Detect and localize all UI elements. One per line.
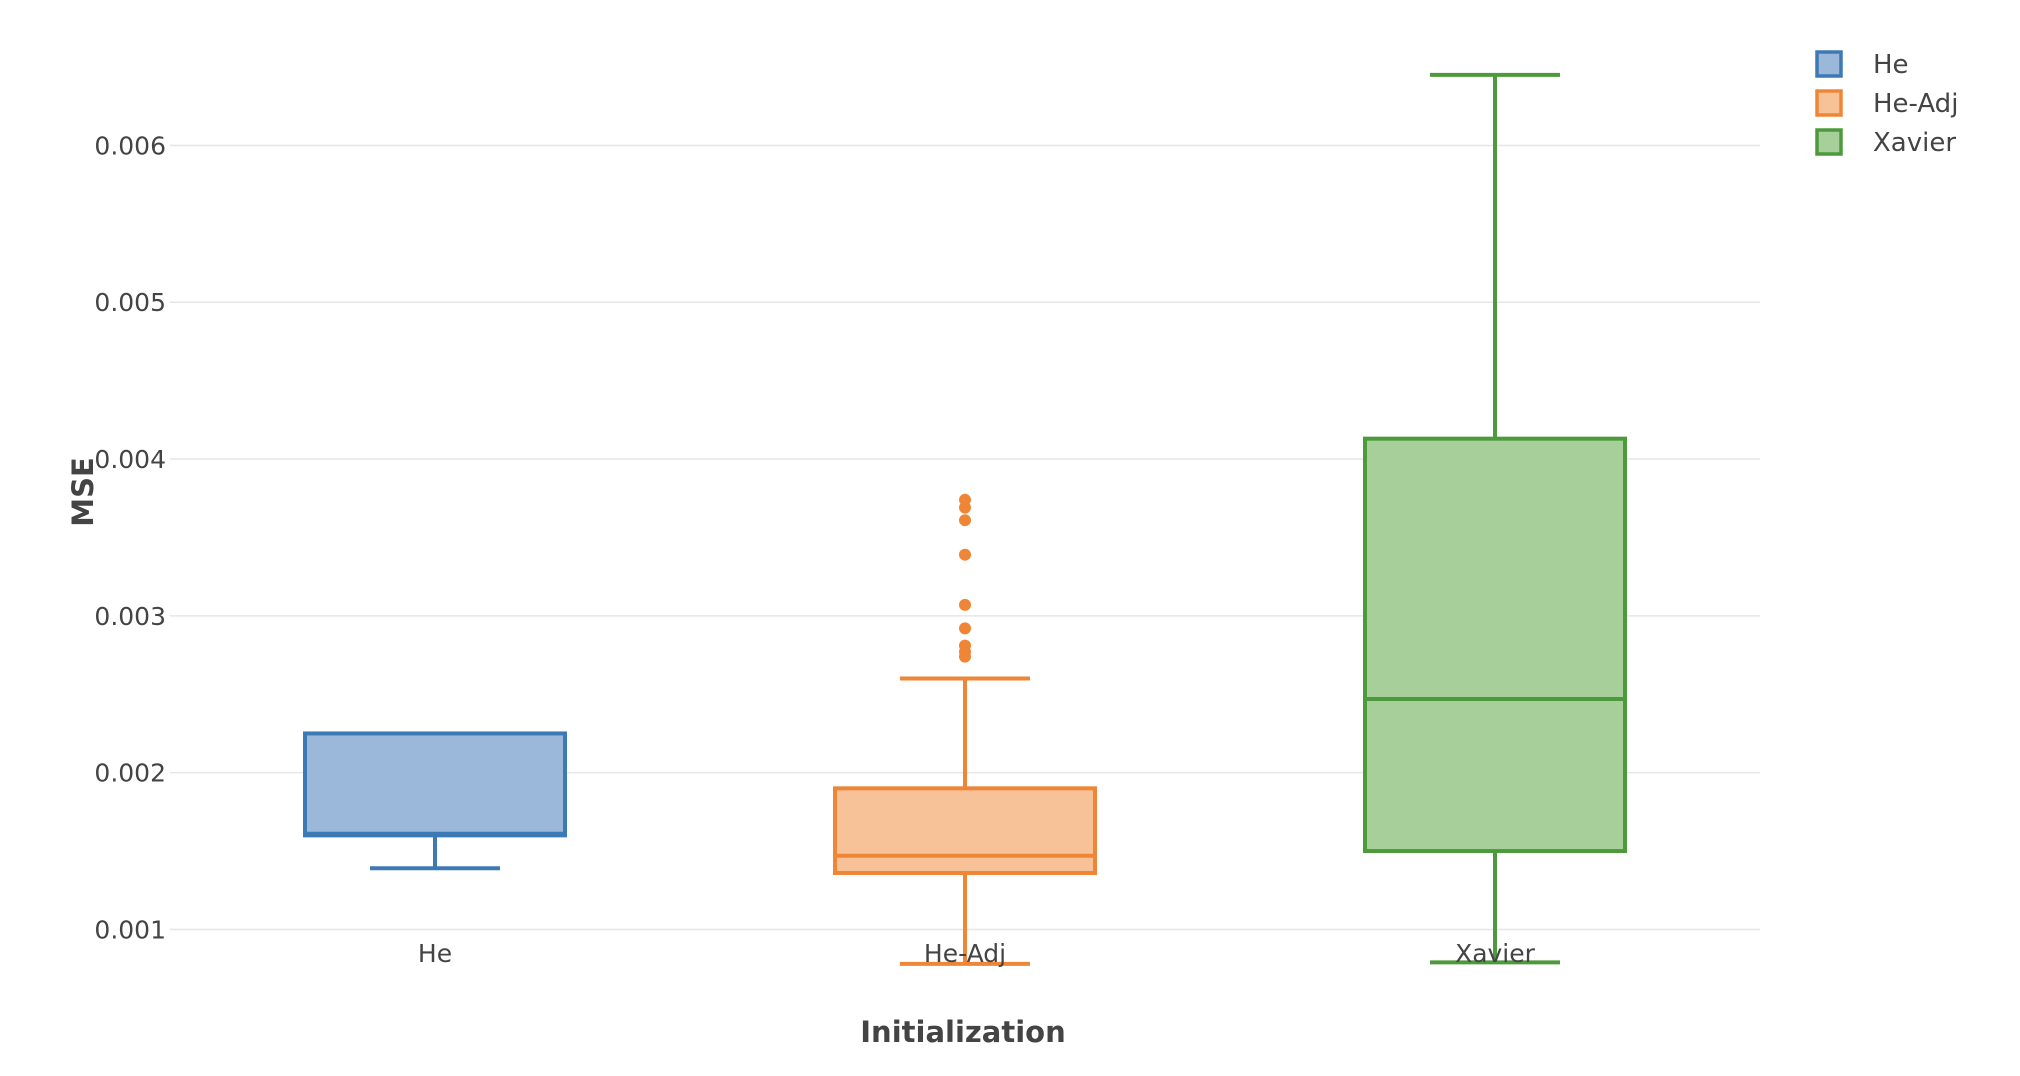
legend-swatch — [1815, 128, 1843, 156]
y-tick-label: 0.003 — [94, 602, 166, 631]
outlier-point — [959, 548, 971, 561]
outlier-point — [959, 493, 971, 506]
y-axis-title: MSE — [66, 457, 100, 527]
legend-label: He — [1873, 50, 1909, 80]
legend-label: Xavier — [1873, 128, 1956, 158]
iqr-box — [303, 731, 567, 838]
legend: He He-Adj Xavier — [1815, 50, 1958, 158]
x-tick-label: He-Adj — [924, 939, 1006, 968]
outlier-point — [959, 639, 971, 652]
iqr-box — [1363, 436, 1627, 854]
y-tick-label: 0.002 — [94, 759, 166, 788]
box-series — [303, 72, 1627, 966]
y-tick-labels: 0.001 0.002 0.003 0.004 0.005 0.006 — [94, 131, 166, 944]
box-he — [303, 731, 567, 871]
outlier-point — [959, 622, 971, 635]
outlier-point — [959, 514, 971, 527]
x-axis-title: Initialization — [860, 1015, 1065, 1049]
x-tick-label: Xavier — [1455, 939, 1536, 968]
y-tick-label: 0.001 — [94, 915, 166, 944]
box-xavier — [1363, 72, 1627, 965]
y-tick-label: 0.005 — [94, 288, 166, 317]
outlier-point — [959, 598, 971, 611]
legend-swatch — [1815, 50, 1843, 78]
legend-item-xavier: Xavier — [1815, 128, 1956, 158]
legend-item-he-adj: He-Adj — [1815, 89, 1958, 119]
x-tick-label: He — [418, 939, 452, 968]
legend-item-he: He — [1815, 50, 1909, 80]
box-he-adj — [833, 493, 1097, 966]
y-tick-label: 0.006 — [94, 131, 166, 160]
y-tick-label: 0.004 — [94, 445, 166, 474]
iqr-box — [833, 786, 1097, 875]
legend-swatch — [1815, 89, 1843, 117]
x-tick-labels: He He-Adj Xavier — [418, 939, 1536, 968]
legend-label: He-Adj — [1873, 89, 1958, 119]
